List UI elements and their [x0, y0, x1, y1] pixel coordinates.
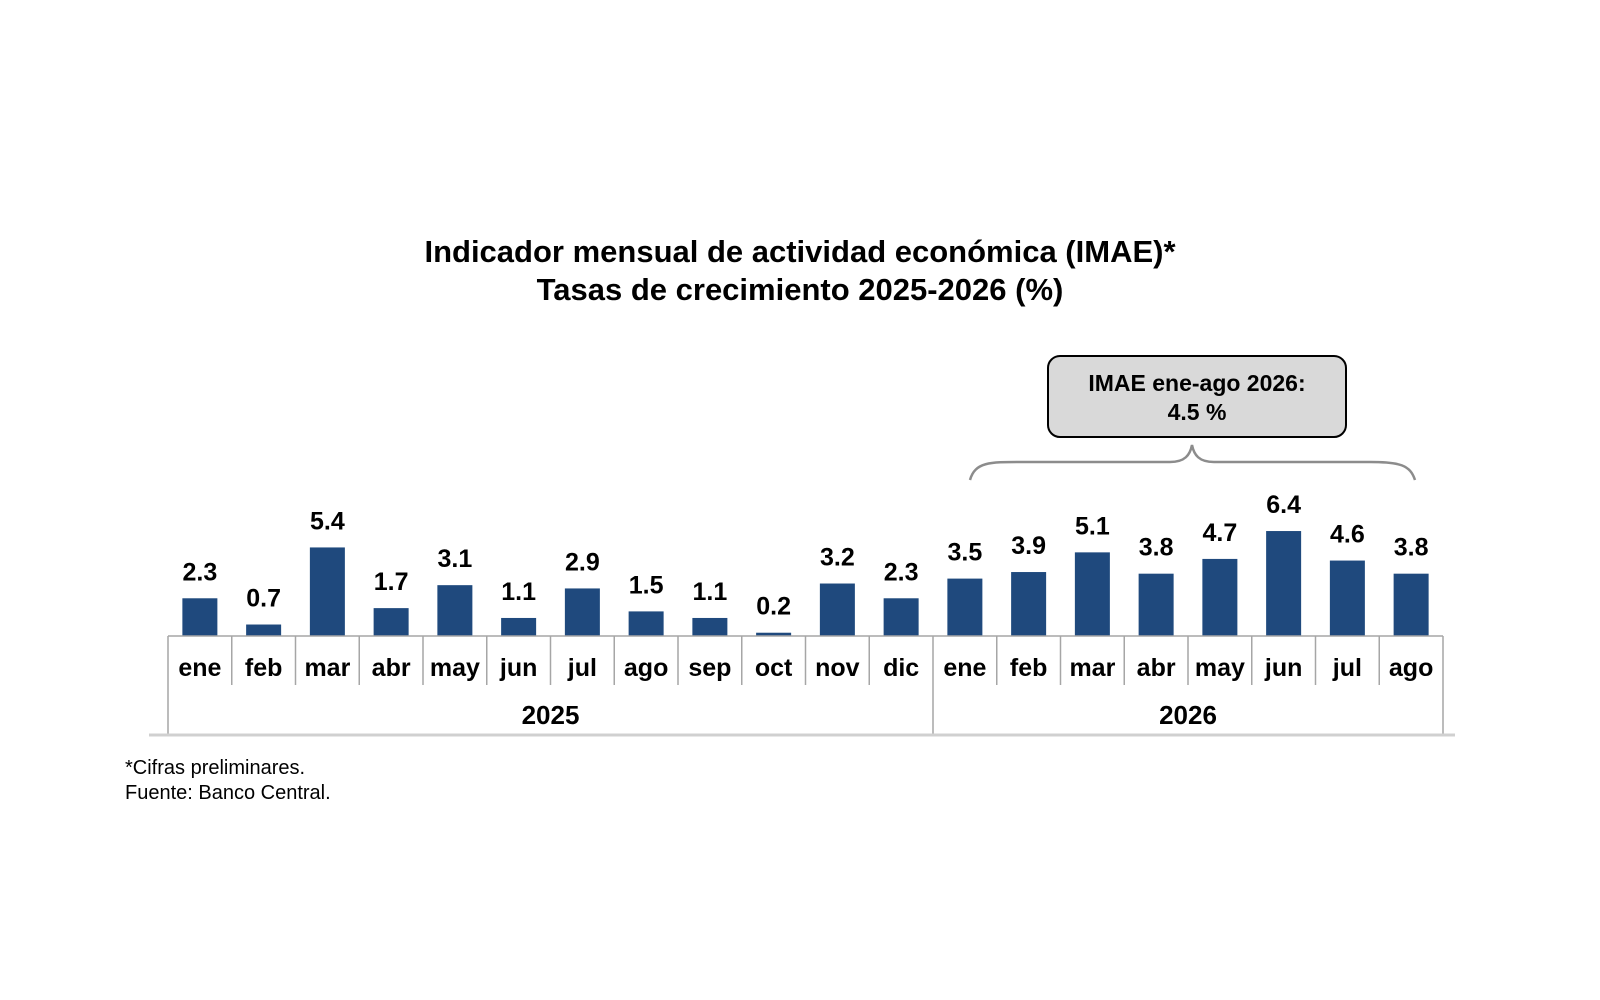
bar [1011, 572, 1047, 636]
value-label: 0.7 [246, 585, 281, 613]
category-label: may [430, 654, 480, 682]
value-label: 1.1 [501, 578, 536, 606]
value-label: 1.5 [629, 571, 664, 599]
value-label: 1.7 [374, 568, 409, 596]
category-label: jul [567, 654, 597, 682]
value-label: 3.8 [1394, 534, 1429, 562]
annotation-line2: 4.5 % [1168, 399, 1227, 425]
group-label: 2025 [522, 700, 580, 730]
bar [564, 588, 600, 636]
value-labels: 2.3 0.7 5.4 1.7 3.1 1.1 2.9 1.5 1.1 0.2 3.2 2.3 3.5 3… [182, 491, 1428, 621]
bar [1393, 573, 1429, 636]
category-labels: ene feb mar abr may jun jul ago sep oct nov dic ene f… [178, 654, 1433, 682]
annotation-brace [968, 444, 1417, 481]
value-label: 3.9 [1011, 532, 1046, 560]
value-label: 3.5 [947, 539, 982, 567]
annotation-box [1047, 355, 1347, 438]
annotation-line1: IMAE ene-ago 2026: [1088, 370, 1305, 396]
bar [373, 608, 409, 636]
bar [947, 578, 983, 636]
annotation-callout: IMAE ene-ago 2026: 4.5 % [968, 355, 1417, 481]
value-label: 6.4 [1266, 491, 1301, 519]
value-label: 2.3 [182, 558, 217, 586]
bar [756, 632, 792, 636]
category-label: abr [372, 654, 411, 682]
category-label: ene [943, 654, 986, 682]
value-label: 1.1 [692, 578, 727, 606]
value-label: 3.2 [820, 544, 855, 572]
category-label: oct [755, 654, 793, 682]
category-label: ago [1389, 654, 1433, 682]
bar [437, 585, 473, 636]
category-label: mar [304, 654, 350, 682]
category-label: feb [1010, 654, 1048, 682]
value-label: 0.2 [756, 593, 791, 621]
bar [1329, 560, 1365, 636]
bar [309, 547, 345, 636]
footnote-note: *Cifras preliminares. [125, 757, 306, 779]
bar [501, 617, 537, 636]
bar [182, 598, 218, 636]
value-label: 2.3 [884, 558, 919, 586]
bar [1138, 573, 1174, 636]
bar [1202, 558, 1238, 636]
category-label: jun [499, 654, 538, 682]
bar [1266, 531, 1302, 636]
chart-subtitle: Tasas de crecimiento 2025-2026 (%) [537, 272, 1064, 307]
bar [883, 598, 919, 636]
bars [182, 531, 1429, 636]
category-label: ago [624, 654, 668, 682]
value-label: 5.1 [1075, 512, 1110, 540]
category-label: mar [1069, 654, 1115, 682]
bar [246, 624, 282, 636]
value-label: 3.8 [1139, 534, 1174, 562]
group-label: 2026 [1159, 700, 1217, 730]
bar [692, 617, 728, 636]
group-labels: 2025 2026 [522, 700, 1217, 730]
category-label: dic [883, 654, 919, 682]
category-label: sep [688, 654, 731, 682]
category-label: nov [815, 654, 860, 682]
category-axis [149, 635, 1455, 737]
category-label: jun [1264, 654, 1303, 682]
category-label: may [1195, 654, 1245, 682]
category-label: jul [1332, 654, 1362, 682]
value-label: 5.4 [310, 507, 345, 535]
footnote-source: Fuente: Banco Central. [125, 782, 331, 804]
value-label: 3.1 [437, 545, 472, 573]
category-label: ene [178, 654, 221, 682]
category-label: abr [1137, 654, 1176, 682]
category-label: feb [245, 654, 283, 682]
value-label: 2.9 [565, 548, 600, 576]
chart-title: Indicador mensual de actividad económica… [424, 234, 1176, 269]
value-label: 4.7 [1202, 519, 1237, 547]
bar [819, 583, 855, 636]
bar [1074, 552, 1110, 636]
bar [628, 611, 664, 636]
value-label: 4.6 [1330, 521, 1365, 549]
